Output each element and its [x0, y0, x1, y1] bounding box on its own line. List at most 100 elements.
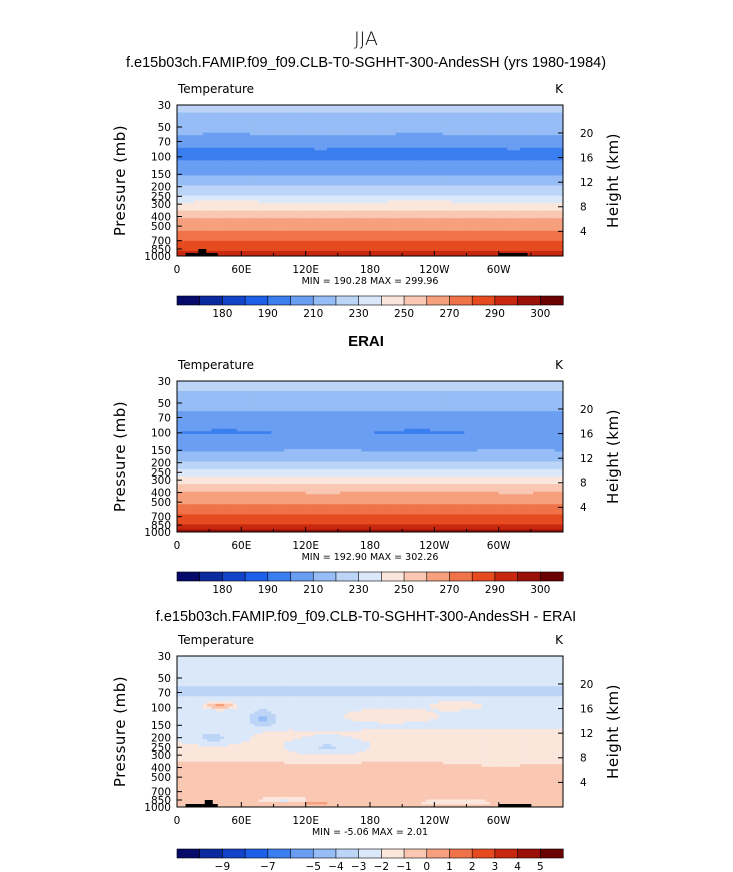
contour-cell [502, 208, 508, 212]
contour-cell [207, 225, 212, 229]
contour-cell [434, 195, 440, 199]
contour-cell [532, 130, 538, 134]
contour-cell [207, 208, 212, 212]
contour-cell [524, 188, 530, 192]
contour-cell [477, 225, 483, 229]
contour-cell [357, 120, 363, 124]
contour-cell [211, 240, 217, 245]
contour-cell [215, 183, 221, 187]
contour-cell [460, 203, 465, 207]
contour-cell [374, 193, 380, 197]
contour-cell [494, 228, 500, 232]
contour-cell [228, 130, 234, 134]
contour-cell [292, 198, 298, 202]
contour-cell [541, 165, 547, 169]
contour-cell [464, 135, 470, 139]
contour-cell [455, 135, 461, 139]
contour-cell [237, 185, 242, 189]
contour-cell [485, 225, 491, 229]
contour-cell [558, 203, 563, 207]
contour-cell [232, 107, 238, 111]
contour-cell [421, 137, 427, 141]
contour-cell [245, 155, 251, 159]
contour-cell [370, 165, 375, 169]
contour-cell [520, 233, 525, 237]
contour-cell [460, 225, 465, 229]
contour-cell [374, 220, 380, 224]
contour-cell [189, 175, 195, 179]
contour-cell [357, 175, 363, 179]
contour-cell [202, 177, 208, 182]
contour-cell [391, 120, 397, 124]
contour-cell [241, 180, 247, 184]
contour-cell [507, 215, 513, 219]
contour-cell [417, 142, 423, 146]
contour-cell [344, 150, 350, 154]
contour-cell [558, 238, 563, 242]
contour-cell [464, 195, 470, 199]
contour-cell [297, 240, 302, 245]
contour-cell [232, 193, 238, 197]
contour-cell [279, 200, 285, 204]
contour-cell [237, 198, 242, 202]
contour-cell [460, 188, 465, 192]
contour-cell [292, 210, 298, 214]
contour-cell [421, 240, 427, 245]
contour-cell [387, 198, 393, 202]
contour-cell [254, 147, 260, 151]
contour-cell [378, 210, 384, 214]
contour-cell [254, 240, 260, 245]
contour-cell [528, 110, 534, 114]
contour-cell [348, 200, 354, 204]
contour-cell [267, 152, 272, 156]
contour-cell [472, 132, 478, 136]
contour-cell [327, 162, 332, 166]
contour-cell [327, 200, 332, 204]
contour-cell [545, 140, 551, 144]
contour-cell [382, 162, 388, 166]
contour-cell [224, 120, 230, 124]
contour-cell [417, 137, 423, 141]
contour-cell [481, 125, 487, 129]
contour-cell [425, 218, 431, 222]
contour-cell [434, 172, 440, 177]
contour-cell [305, 150, 311, 154]
contour-cell [301, 140, 307, 144]
contour-cell [211, 223, 217, 227]
contour-cell [524, 228, 530, 232]
contour-cell [271, 235, 277, 239]
contour-cell [438, 122, 444, 126]
contour-cell [400, 127, 405, 131]
contour-cell [335, 223, 341, 227]
contour-cell [477, 135, 483, 139]
contour-cell [301, 215, 307, 219]
contour-cell [339, 185, 345, 189]
contour-cell [361, 177, 367, 182]
contour-cell [361, 215, 367, 219]
contour-cell [211, 218, 217, 222]
contour-cell [455, 215, 461, 219]
contour-cell [318, 132, 324, 136]
contour-cell [507, 135, 513, 139]
contour-cell [528, 145, 534, 149]
contour-cell [374, 132, 380, 136]
contour-cell [335, 188, 341, 192]
contour-cell [271, 117, 277, 121]
contour-cell [400, 240, 405, 245]
contour-cell [485, 220, 491, 224]
contour-cell [395, 177, 401, 182]
contour-cell [442, 107, 448, 111]
contour-cell [417, 175, 423, 179]
contour-cell [550, 223, 556, 227]
contour-cell [438, 137, 444, 141]
contour-cell [395, 142, 401, 146]
contour-cell [408, 200, 414, 204]
contour-cell [232, 147, 238, 151]
contour-cell [322, 235, 328, 239]
contour-cell [417, 117, 423, 121]
contour-cell [185, 190, 191, 194]
contour-cell [472, 220, 478, 224]
contour-cell [327, 205, 332, 209]
contour-cell [515, 162, 521, 166]
contour-cell [322, 137, 328, 141]
